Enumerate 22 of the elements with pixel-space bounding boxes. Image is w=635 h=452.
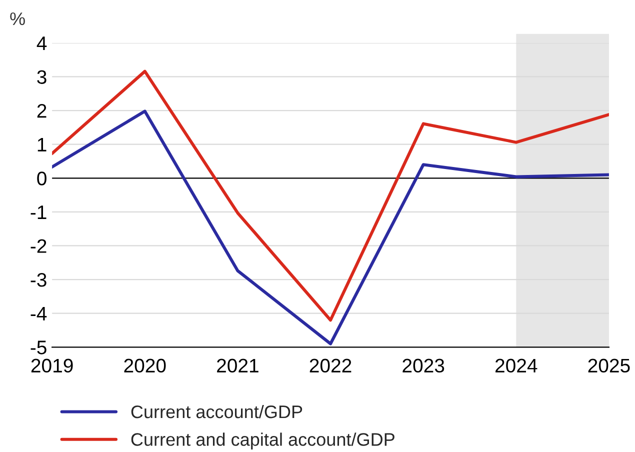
y-tick-label: -3 [30, 273, 46, 287]
x-tick-label: 2023 [402, 358, 444, 373]
x-tick-label: 2020 [124, 358, 166, 373]
x-tick-label: 2022 [310, 358, 352, 373]
x-tick-label: 2025 [588, 358, 630, 373]
y-tick-label: 2 [37, 104, 46, 118]
y-tick-label: 1 [38, 138, 46, 152]
y-tick-label: -5 [30, 340, 46, 354]
y-tick-label: -4 [30, 307, 47, 320]
y-tick-label: -2 [30, 239, 46, 253]
x-tick-label: 2024 [496, 358, 538, 373]
line-series [52, 70, 609, 322]
x-tick-label: 2019 [31, 358, 73, 373]
y-tick-label: 4 [36, 36, 47, 50]
line-series [52, 110, 609, 346]
y-tick-label: -1 [30, 206, 46, 219]
y-tick-label: 3 [37, 70, 46, 84]
legend-label: Current account/GDP [131, 404, 302, 418]
x-tick-label: 2021 [217, 358, 258, 373]
y-tick-label: 0 [37, 172, 46, 186]
y-axis-title: % [10, 12, 25, 26]
legend-label: Current and capital account/GDP [131, 432, 394, 450]
